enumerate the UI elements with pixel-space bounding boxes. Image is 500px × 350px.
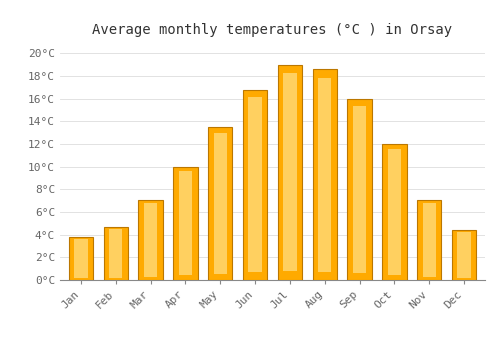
Bar	[74, 239, 88, 278]
Bar	[312, 69, 337, 280]
Bar	[382, 144, 406, 280]
Bar	[422, 203, 436, 277]
Bar	[144, 203, 158, 277]
Bar	[104, 227, 128, 280]
Bar	[208, 127, 233, 280]
Bar	[388, 149, 401, 274]
Bar	[348, 99, 372, 280]
Bar	[109, 229, 122, 278]
Title: Average monthly temperatures (°C ) in Orsay: Average monthly temperatures (°C ) in Or…	[92, 23, 452, 37]
Bar	[138, 199, 163, 280]
Bar	[283, 73, 296, 271]
Bar	[452, 230, 476, 280]
Bar	[178, 171, 192, 275]
Bar	[458, 232, 471, 278]
Bar	[214, 133, 227, 274]
Bar	[353, 106, 366, 273]
Bar	[318, 78, 332, 272]
Bar	[243, 90, 268, 280]
Bar	[417, 199, 442, 280]
Bar	[173, 167, 198, 280]
Bar	[278, 65, 302, 280]
Bar	[68, 237, 93, 280]
Bar	[248, 97, 262, 272]
